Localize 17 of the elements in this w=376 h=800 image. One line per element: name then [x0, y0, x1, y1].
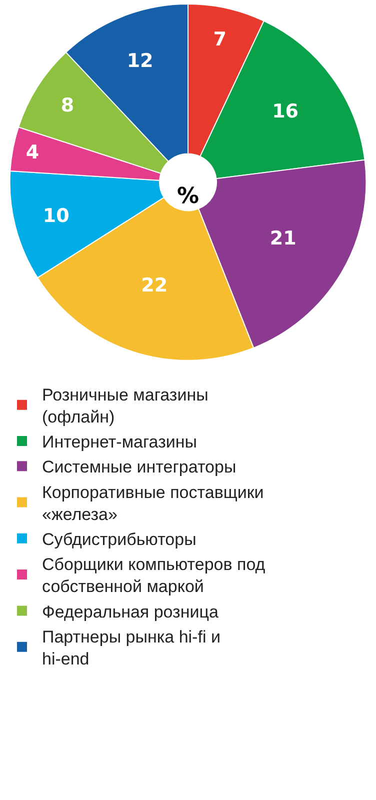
- legend-label: Системные интеграторы: [42, 458, 236, 477]
- legend-label: Сборщики компьютеров под собственной маркой: [42, 555, 266, 596]
- legend-label: Федеральная розница: [42, 602, 219, 622]
- data-label: 4: [26, 142, 40, 164]
- data-label: 21: [270, 227, 296, 250]
- legend-label: Корпоративные поставщики «железа»: [42, 482, 264, 524]
- legend-label: Субдистрибьюторы: [42, 530, 196, 550]
- legend-label: Интернет-магазины: [42, 432, 197, 452]
- text: %: [177, 184, 200, 209]
- data-label: 8: [60, 94, 74, 117]
- legend-label: Партнеры рынка hi-fi и hi-end: [42, 627, 220, 669]
- data-label: 10: [42, 205, 70, 228]
- data-label: 7: [213, 28, 227, 50]
- data-label: 22: [141, 274, 168, 297]
- data-label: 16: [272, 100, 299, 123]
- legend-label: Розничные магазины (офлайн): [42, 385, 208, 427]
- data-label: 12: [126, 50, 154, 72]
